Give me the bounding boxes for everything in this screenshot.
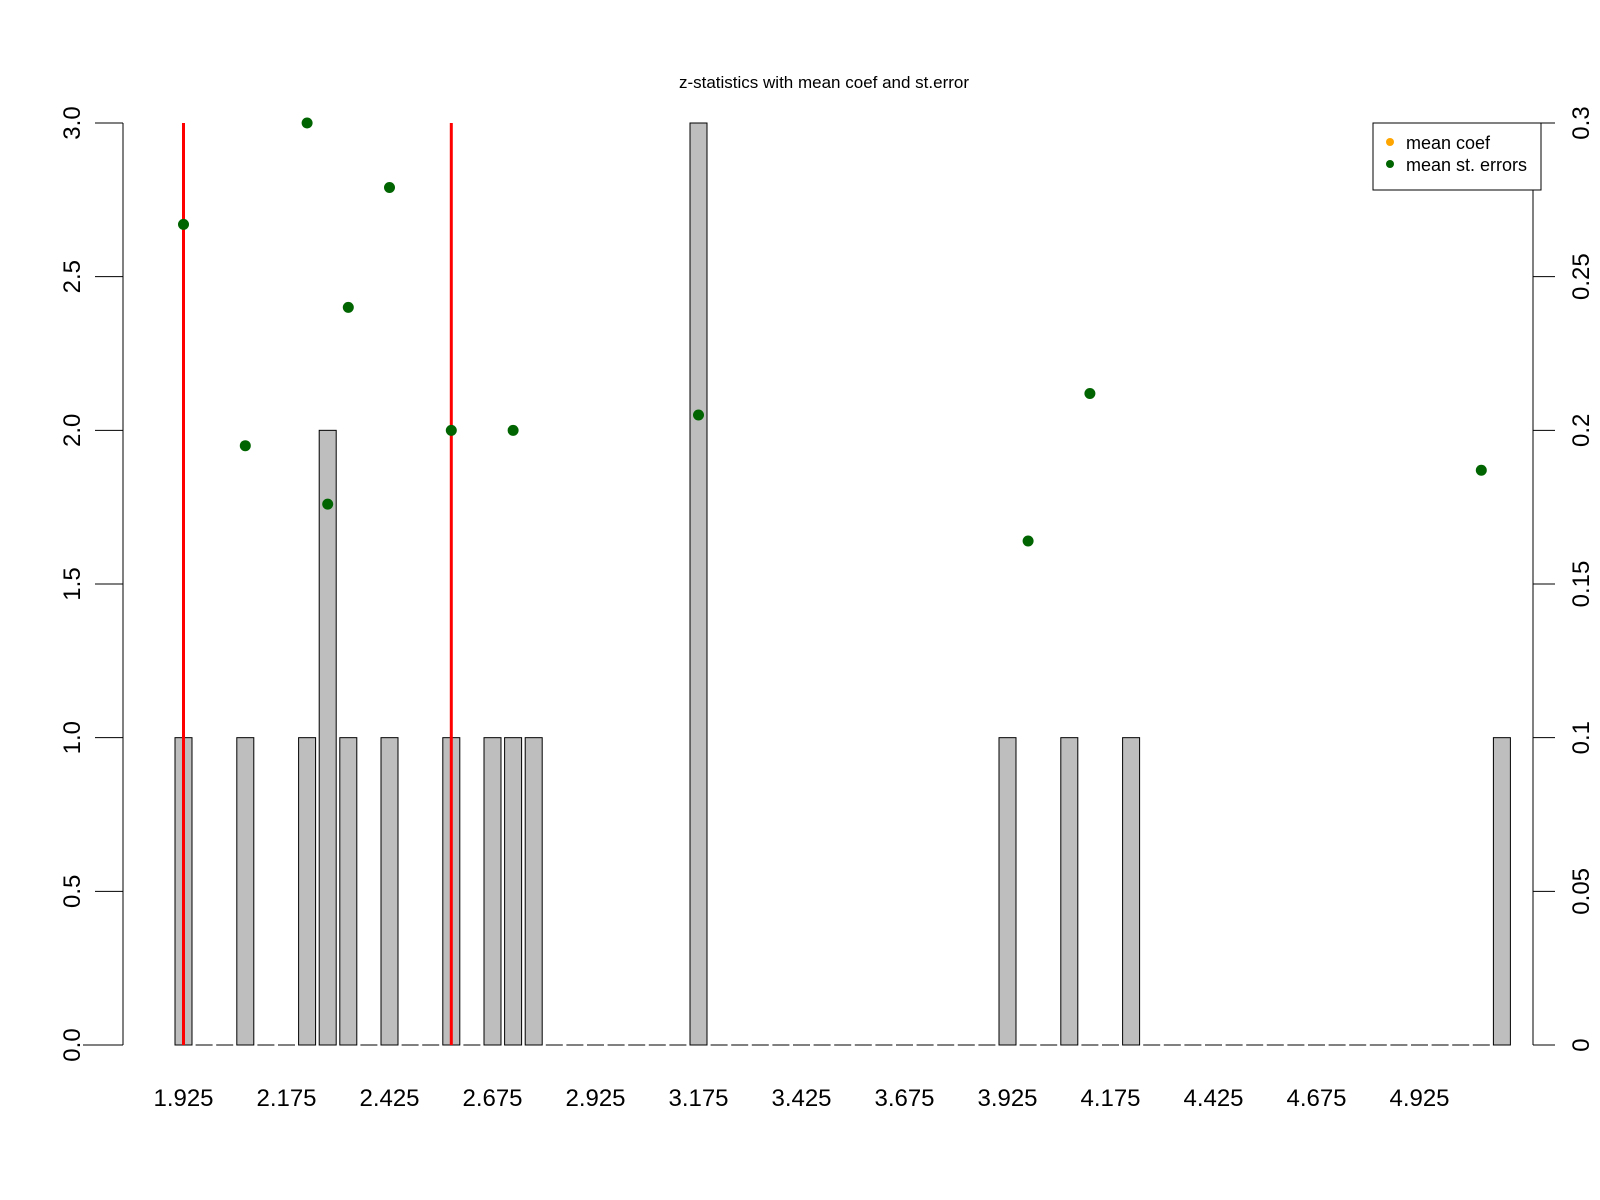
data-point	[507, 424, 519, 436]
y-tick-label-left: 3.0	[59, 106, 86, 139]
legend-label: mean st. errors	[1406, 155, 1527, 175]
y-tick-label-right: 0.3	[1568, 106, 1595, 139]
bar	[298, 737, 317, 1046]
x-tick-label: 1.925	[153, 1085, 213, 1112]
bar	[1060, 737, 1079, 1046]
y-tick-label-right: 0.15	[1568, 561, 1595, 608]
y-tick-label-left: 1.0	[59, 721, 86, 754]
x-tick-label: 4.175	[1080, 1085, 1140, 1112]
y-tick-label-right: 0.25	[1568, 253, 1595, 300]
x-tick-label: 4.675	[1286, 1085, 1346, 1112]
y-tick-label-right: 0.1	[1568, 721, 1595, 754]
points-layer	[178, 117, 1487, 547]
bar	[339, 737, 358, 1046]
bar	[380, 737, 399, 1046]
y-tick-label-left: 2.5	[59, 260, 86, 293]
x-tick-label: 3.925	[977, 1085, 1037, 1112]
legend-marker	[1386, 160, 1394, 168]
data-point	[384, 182, 395, 194]
y-tick-label-left: 1.5	[59, 567, 86, 600]
y-tick-label-right: 0	[1568, 1038, 1595, 1051]
bar	[1492, 737, 1511, 1046]
bar	[998, 737, 1017, 1046]
x-tick-label: 4.925	[1389, 1085, 1449, 1112]
data-point	[178, 218, 189, 230]
x-tick-label: 3.675	[874, 1085, 934, 1112]
x-tick-label: 2.175	[256, 1085, 316, 1112]
x-tick-label: 3.175	[668, 1085, 728, 1112]
axes-layer: 0.0 0.5 1.0 1.5 2.0 2.5 3.0 0 0.05 0.1 0.15 0.2 0.25…	[59, 106, 1595, 1112]
bar	[524, 737, 543, 1046]
data-point	[322, 498, 334, 510]
y-tick-label-left: 0.0	[59, 1028, 86, 1061]
data-point	[445, 424, 457, 436]
data-point	[693, 409, 704, 421]
bar	[1122, 737, 1141, 1046]
bars-layer	[174, 122, 1511, 1046]
bar	[689, 122, 708, 1046]
data-point	[1022, 535, 1034, 547]
legend-box	[1372, 122, 1542, 191]
legend-marker	[1386, 138, 1394, 146]
y-tick-label-right: 0.2	[1568, 414, 1595, 447]
y-tick-label-left: 0.5	[59, 875, 86, 908]
data-point	[1475, 464, 1487, 476]
chart-title: z-statistics with mean coef and st.error	[679, 73, 969, 92]
bar	[504, 737, 523, 1046]
x-tick-label: 2.675	[462, 1085, 522, 1112]
y-tick-label-right: 0.05	[1568, 868, 1595, 915]
data-point	[342, 301, 354, 313]
y-tick-label-left: 2.0	[59, 414, 86, 447]
x-tick-label: 2.925	[565, 1085, 625, 1112]
x-tick-label: 3.425	[771, 1085, 831, 1112]
data-point	[1084, 387, 1096, 399]
legend-label: mean coef	[1406, 133, 1491, 153]
data-point	[239, 440, 251, 452]
data-point	[301, 117, 313, 129]
bar	[483, 737, 502, 1046]
x-tick-label: 4.425	[1183, 1085, 1243, 1112]
x-tick-label: 2.425	[359, 1085, 419, 1112]
reference-lines-layer	[182, 123, 453, 1045]
bar	[236, 737, 255, 1046]
bar	[318, 429, 337, 1046]
